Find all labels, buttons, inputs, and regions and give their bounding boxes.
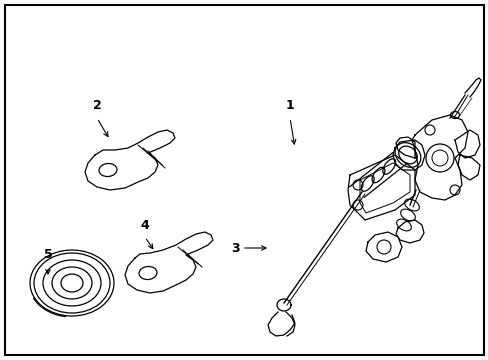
Text: 5: 5 [43,248,52,261]
Text: 4: 4 [141,219,149,231]
Text: 2: 2 [92,99,101,112]
Text: 3: 3 [230,242,239,255]
Text: 1: 1 [285,99,294,112]
